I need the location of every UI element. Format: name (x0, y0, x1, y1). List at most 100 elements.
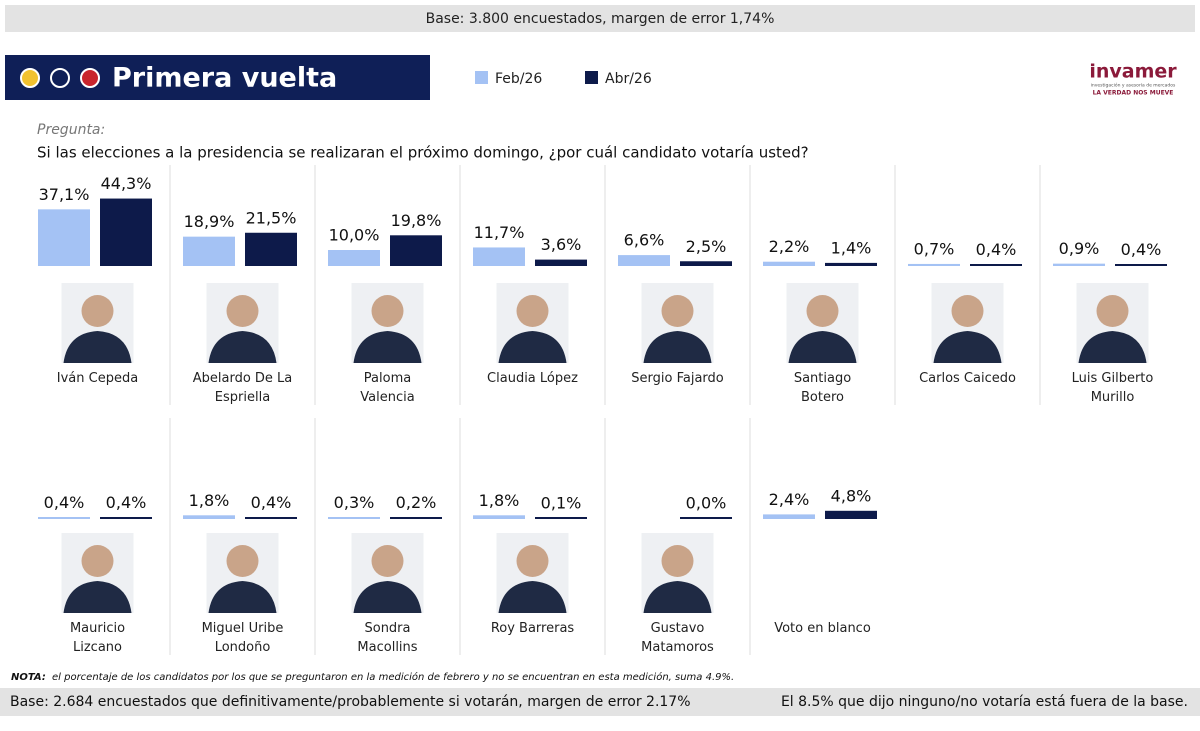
bar (763, 514, 815, 518)
candidate-name: Luis Gilberto Murillo (1071, 371, 1154, 405)
bar (328, 250, 380, 265)
value-label: 0,0% (686, 494, 727, 513)
bar (38, 209, 90, 265)
candidate-name: Miguel Uribe Londoño (201, 621, 284, 655)
bar (680, 261, 732, 265)
value-label: 2,2% (769, 237, 810, 256)
bar (100, 198, 152, 265)
photo-body (353, 581, 422, 613)
value-label: 44,3% (101, 174, 152, 193)
photo-body (63, 331, 132, 363)
candidate-name: Abelardo De La Espriella (192, 371, 293, 405)
value-label: 21,5% (246, 208, 297, 227)
value-label: 0,2% (396, 493, 437, 512)
legend-label: Feb/26 (495, 71, 542, 87)
value-label: 0,4% (251, 493, 292, 512)
value-label: 0,3% (334, 493, 375, 512)
bar (473, 247, 525, 265)
title-box (5, 55, 430, 100)
photo-head (806, 295, 839, 327)
value-label: 2,4% (769, 490, 810, 509)
value-label: 0,9% (1059, 239, 1100, 258)
bar (535, 259, 587, 265)
logo-tagline: LA VERDAD NOS MUEVE (1093, 90, 1174, 97)
value-label: 0,4% (44, 493, 85, 512)
dot (80, 68, 100, 88)
photo-body (643, 331, 712, 363)
photo-body (353, 331, 422, 363)
photo-body (498, 581, 567, 613)
candidate-name: Carlos Caicedo (919, 371, 1016, 386)
bar (183, 236, 235, 265)
candidate-name: Gustavo Matamoros (641, 621, 714, 655)
photo-head (516, 545, 549, 577)
candidate-name: Voto en blanco (774, 621, 871, 636)
bar (183, 515, 235, 518)
logo-small: investigación y asesoría de mercados (1091, 82, 1176, 89)
candidate-name: Santiago Botero (793, 371, 852, 405)
value-label: 6,6% (624, 231, 665, 250)
candidate-name: Roy Barreras (490, 621, 575, 636)
top-note: Base: 3.800 encuestados, margen de error… (426, 11, 775, 27)
value-label: 2,5% (686, 237, 727, 256)
value-label: 1,4% (831, 238, 872, 257)
value-label: 0,1% (541, 493, 582, 512)
photo-body (63, 581, 132, 613)
logo: invamer (1089, 61, 1177, 83)
candidate-name: Sondra Macollins (357, 621, 418, 655)
candidate-name: Iván Cepeda (56, 371, 139, 386)
value-label: 10,0% (329, 226, 380, 245)
photo-head (661, 545, 694, 577)
photo-head (226, 545, 259, 577)
photo-body (643, 581, 712, 613)
bar (825, 510, 877, 518)
candidate-name: Sergio Fajardo (631, 371, 724, 386)
photo-head (81, 295, 114, 327)
photo-head (1096, 295, 1129, 327)
value-label: 3,6% (541, 235, 582, 254)
photo-head (371, 295, 404, 327)
bar (390, 235, 442, 265)
candidate-name: Paloma Valencia (360, 371, 415, 405)
photo-body (208, 331, 277, 363)
question: Si las elecciones a la presidencia se re… (37, 144, 809, 162)
top-bar (5, 5, 1195, 32)
note-label: NOTA: (11, 672, 46, 683)
chart-title: Primera vuelta (112, 63, 337, 94)
photo-body (208, 581, 277, 613)
value-label: 18,9% (184, 212, 235, 231)
bar (763, 261, 815, 265)
value-label: 11,7% (474, 223, 525, 242)
bar (245, 232, 297, 265)
legend-label: Abr/26 (605, 71, 652, 87)
photo-head (951, 295, 984, 327)
value-label: 0,7% (914, 239, 955, 258)
value-label: 1,8% (189, 491, 230, 510)
photo-head (371, 545, 404, 577)
value-label: 0,4% (1121, 240, 1162, 259)
bar (473, 515, 525, 518)
photo-head (226, 295, 259, 327)
value-label: 37,1% (39, 185, 90, 204)
photo-body (788, 331, 857, 363)
value-label: 0,4% (106, 493, 147, 512)
photo-head (81, 545, 114, 577)
value-label: 19,8% (391, 211, 442, 230)
photo-head (661, 295, 694, 327)
value-label: 4,8% (831, 486, 872, 505)
bar (825, 262, 877, 265)
footer-left: Base: 2.684 encuestados que definitivame… (10, 694, 691, 710)
candidate-name: Mauricio Lizcano (69, 621, 126, 655)
note: el porcentaje de los candidatos por los … (52, 671, 734, 683)
photo-body (933, 331, 1002, 363)
dot (20, 68, 40, 88)
footer-bar (0, 688, 1200, 716)
question-label: Pregunta: (37, 122, 105, 138)
legend-swatch (475, 71, 488, 84)
photo-head (516, 295, 549, 327)
dot (50, 68, 70, 88)
value-label: 0,4% (976, 240, 1017, 259)
candidate-name: Claudia López (487, 371, 578, 386)
